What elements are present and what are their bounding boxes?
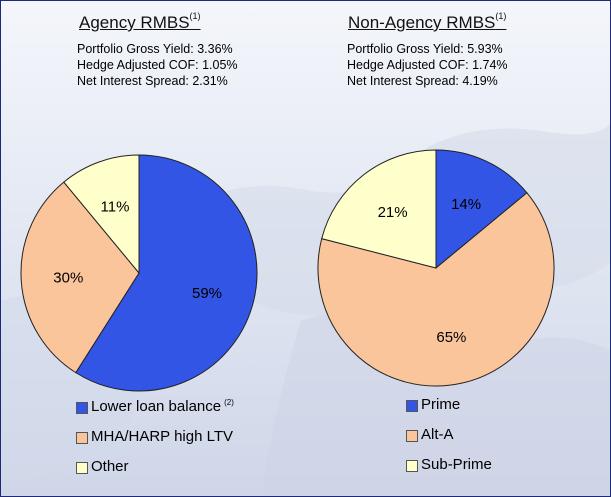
data-label-prime: 14% xyxy=(451,196,481,213)
data-label-lower-loan-balance: 59% xyxy=(192,285,222,302)
legend-swatch-blue xyxy=(76,402,88,414)
agency-gross-yield: Portfolio Gross Yield: 3.36% xyxy=(77,42,233,56)
data-label-mha-harp-high-ltv: 30% xyxy=(53,269,83,286)
legend-swatch-yellow xyxy=(76,462,88,474)
agency-net-spread: Net Interest Spread: 2.31% xyxy=(77,74,228,88)
data-label-alt-a: 65% xyxy=(436,329,466,346)
pie-slice-other xyxy=(63,154,140,275)
pie-slice-alt-a xyxy=(317,192,555,387)
non-agency-net-spread: Net Interest Spread: 4.19% xyxy=(347,74,498,88)
agency-title: Agency RMBS(1) xyxy=(79,11,201,32)
data-label-other: 11% xyxy=(101,198,130,215)
pie-slice-prime xyxy=(435,149,528,270)
non-agency-hedge-cof: Hedge Adjusted COF: 1.74% xyxy=(347,58,508,72)
non-agency-stats: Portfolio Gross Yield: 5.93% Hedge Adjus… xyxy=(347,41,508,89)
non-agency-pie-chart: 14% 65% 21% xyxy=(317,149,555,387)
non-agency-gross-yield: Portfolio Gross Yield: 5.93% xyxy=(347,42,503,56)
pie-slice-sub-prime xyxy=(321,149,437,269)
legend-swatch-orange xyxy=(406,430,418,442)
legend-swatch-yellow xyxy=(406,460,418,472)
agency-stats: Portfolio Gross Yield: 3.36% Hedge Adjus… xyxy=(77,41,238,89)
pie-slice-mha-harp-high-ltv xyxy=(20,181,140,374)
data-label-sub-prime: 21% xyxy=(378,204,408,221)
legend-swatch-orange xyxy=(76,432,88,444)
agency-pie-chart: 59% 30% 11% xyxy=(20,154,258,392)
non-agency-title: Non-Agency RMBS(1) xyxy=(348,11,507,32)
agency-hedge-cof: Hedge Adjusted COF: 1.05% xyxy=(77,58,238,72)
legend-swatch-blue xyxy=(406,400,418,412)
pie-slice-lower-loan-balance xyxy=(75,154,258,392)
